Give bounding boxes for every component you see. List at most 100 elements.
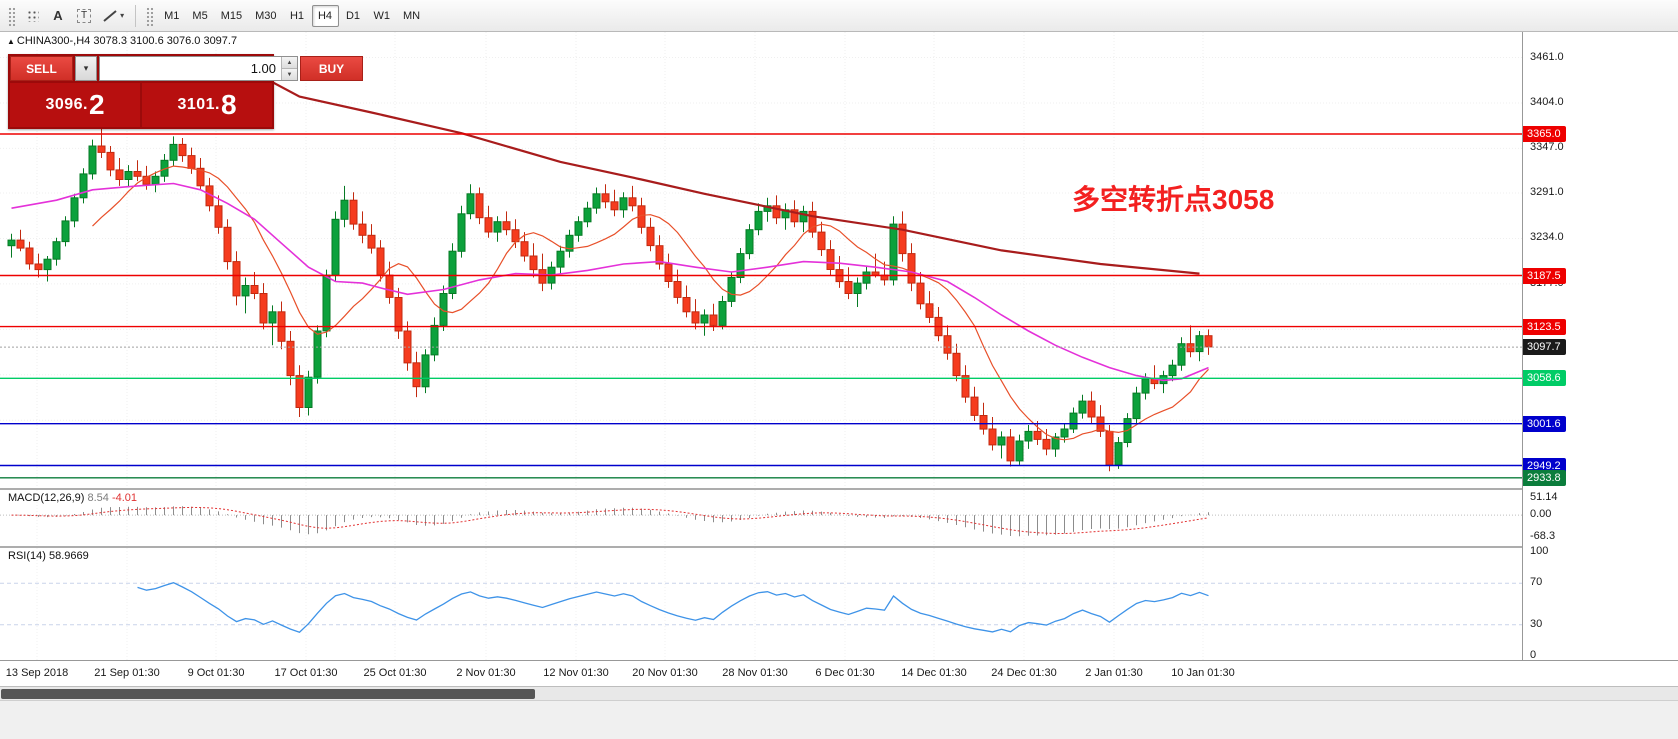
volume-dropdown-button[interactable]: ▾ (75, 56, 97, 81)
candlestick-chart-surface[interactable] (0, 32, 1522, 488)
ma-fast-line (92, 165, 1209, 441)
candle-body (988, 428, 997, 446)
line-style-icon (103, 9, 117, 22)
price-axis[interactable]: 3461.03404.03347.03291.03234.03177.03365… (1522, 32, 1678, 661)
timeframe-m15[interactable]: M15 (220, 9, 243, 22)
candle-body (520, 241, 529, 257)
date-label: 28 Nov 01:30 (722, 667, 788, 679)
candle-body (259, 293, 268, 324)
candle-body (1177, 343, 1186, 366)
timeframe-group: M1 M5 M15 M30 H1 H4 D1 W1 MN (158, 4, 426, 27)
rsi-panel[interactable]: RSI(14) 58.9669 (0, 548, 1522, 660)
candle-body (961, 375, 970, 398)
macd-chart-surface[interactable] (0, 490, 1522, 546)
price-tick-label: 3291.0 (1530, 186, 1564, 199)
date-axis[interactable]: 13 Sep 2018 21 Sep 01:30 9 Oct 01:30 17 Oct… (0, 660, 1678, 686)
main-chart-panel[interactable]: ▲ CHINA300-,H4 3078.3 3100.6 3076.0 3097.… (0, 32, 1522, 488)
candle-body (34, 263, 43, 271)
line-style-tool-button[interactable]: ▾ (98, 4, 129, 28)
chart-header: ▲ CHINA300-,H4 3078.3 3100.6 3076.0 3097.… (7, 35, 237, 47)
macd-main-value: 8.54 (87, 492, 109, 504)
candle-body (340, 199, 349, 220)
candle-body (718, 301, 727, 326)
candle-body (1006, 436, 1015, 462)
candle-body (25, 247, 34, 265)
date-label: 6 Dec 01:30 (815, 667, 875, 679)
candle-body (1105, 430, 1114, 466)
grid-icon (25, 9, 39, 22)
candle-body (601, 193, 610, 203)
timeframe-m5[interactable]: M5 (192, 9, 208, 22)
candle-body (907, 253, 916, 284)
candle-body (1141, 378, 1150, 394)
timeframe-toolbar-grip[interactable] (145, 5, 154, 26)
date-label: 12 Nov 01:30 (543, 667, 609, 679)
price-tick-label: 3234.0 (1530, 231, 1564, 244)
panel-separator[interactable] (0, 546, 1678, 548)
spinner-up-icon[interactable]: ▲ (282, 57, 297, 69)
candle-body (610, 201, 619, 211)
candle-body (1024, 430, 1033, 442)
price-badge-3123.5: 3123.5 (1523, 318, 1566, 335)
volume-input[interactable] (100, 57, 281, 80)
buy-button[interactable]: BUY (300, 56, 363, 81)
text-label-tool-button[interactable]: T (72, 4, 96, 28)
buy-price-big-digit: 8 (220, 89, 237, 120)
candle-body (304, 376, 313, 409)
date-label: 21 Sep 01:30 (94, 667, 160, 679)
text-tool-button[interactable]: A (46, 4, 70, 28)
candle-body (1114, 442, 1123, 466)
timeframe-d1[interactable]: D1 (345, 9, 361, 22)
candle-body (52, 241, 61, 260)
grid-tool-button[interactable] (20, 4, 44, 28)
timeframe-w1[interactable]: W1 (373, 9, 391, 22)
rsi-chart-surface[interactable] (0, 548, 1522, 660)
sell-price-display: 3096. 2 (10, 83, 140, 127)
horizontal-scrollbar[interactable] (0, 686, 1678, 700)
timeframe-h1[interactable]: H1 (289, 9, 305, 22)
price-tick-label: 3347.0 (1530, 141, 1564, 154)
candle-body (1015, 440, 1024, 462)
candle-body (268, 311, 277, 324)
candle-body (421, 354, 430, 388)
candle-body (448, 250, 457, 294)
macd-panel[interactable]: MACD(12,26,9) 8.54 -4.01 (0, 490, 1522, 546)
date-label: 9 Oct 01:30 (187, 667, 245, 679)
candle-body (745, 229, 754, 255)
candle-body (322, 274, 331, 332)
timeframe-m1[interactable]: M1 (164, 9, 180, 22)
sell-button[interactable]: SELL (10, 56, 73, 81)
candle-body (43, 258, 52, 271)
candle-body (142, 175, 151, 185)
text-a-icon: A (53, 8, 63, 23)
candle-body (1033, 430, 1042, 440)
rsi-name: RSI(14) (8, 550, 46, 562)
price-badge-3097.7: 3097.7 (1523, 339, 1566, 356)
candle-body (187, 155, 196, 169)
timeframe-h4[interactable]: H4 (311, 4, 339, 27)
scrollbar-thumb[interactable] (1, 689, 535, 699)
date-label: 2 Jan 01:30 (1085, 667, 1143, 679)
candle-body (151, 175, 160, 185)
timeframe-mn[interactable]: MN (403, 9, 421, 22)
price-badge-3001.6: 3001.6 (1523, 415, 1566, 432)
macd-signal-value: -4.01 (111, 492, 138, 504)
candle-body (565, 234, 574, 252)
candle-body (889, 223, 898, 281)
timeframe-m30[interactable]: M30 (255, 9, 277, 22)
toolbar-grip[interactable] (7, 5, 15, 26)
volume-spinner: ▲ ▼ (281, 57, 297, 80)
rsi-axis-label: 30 (1530, 617, 1543, 630)
candle-body (394, 297, 403, 332)
candle-body (970, 396, 979, 416)
candle-body (349, 199, 358, 225)
spinner-down-icon[interactable]: ▼ (282, 69, 297, 80)
candle-body (772, 205, 781, 219)
candle-body (943, 335, 952, 354)
candle-body (1042, 438, 1051, 450)
candle-body (331, 218, 340, 276)
chart-annotation-text: 多空转折点3058 (1072, 184, 1275, 215)
panel-separator[interactable] (0, 488, 1678, 490)
candle-body (484, 217, 493, 233)
price-badge-2933.8: 2933.8 (1523, 469, 1566, 486)
